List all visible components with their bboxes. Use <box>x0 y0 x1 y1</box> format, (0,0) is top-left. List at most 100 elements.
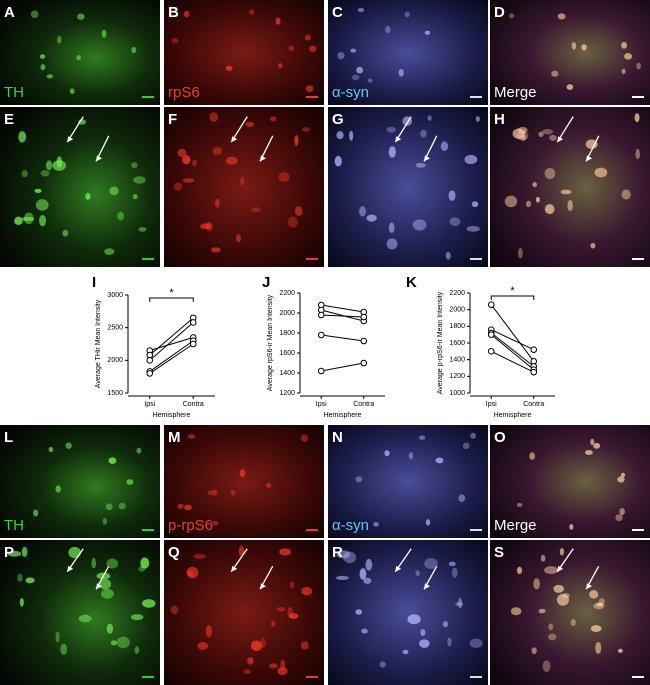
cell <box>131 162 138 169</box>
cell <box>106 558 119 569</box>
arrow-head <box>557 136 564 143</box>
y-tick-label: 1400 <box>449 357 465 364</box>
cell <box>230 489 236 496</box>
cell <box>205 625 212 638</box>
cell <box>78 614 92 623</box>
arrow-head <box>395 136 402 143</box>
x-axis-label: Hemisphere <box>153 412 191 419</box>
cell <box>540 554 546 562</box>
cell <box>559 548 565 556</box>
series-line <box>321 334 364 342</box>
panel-letter: D <box>494 4 505 21</box>
cell <box>21 546 28 558</box>
cell <box>424 558 438 570</box>
cell <box>104 248 115 255</box>
x-tick-label: Ipsi <box>316 401 327 408</box>
cell <box>200 223 211 230</box>
cell <box>451 567 458 578</box>
cell <box>277 667 288 675</box>
cell <box>39 214 47 227</box>
cell <box>516 566 523 575</box>
cell <box>466 225 480 232</box>
series-line <box>490 332 535 367</box>
cell <box>85 192 91 200</box>
data-point <box>317 311 325 319</box>
cell <box>531 647 537 655</box>
cell <box>585 139 598 150</box>
cell <box>251 207 261 212</box>
panel-letter: L <box>4 429 13 446</box>
cell <box>560 189 572 195</box>
series-line <box>321 314 364 318</box>
cell <box>509 13 514 19</box>
cell <box>118 502 126 510</box>
y-axis-label: Average THir Mean Intensity <box>95 299 102 388</box>
cell <box>69 88 75 95</box>
cell <box>458 494 466 503</box>
micrograph <box>328 107 488 267</box>
cell <box>23 212 34 225</box>
cell <box>76 55 81 61</box>
micrograph <box>328 425 488 538</box>
cell <box>636 62 641 70</box>
cell <box>343 551 357 564</box>
series-line <box>490 334 535 371</box>
data-point <box>360 313 368 321</box>
cell <box>517 247 523 259</box>
cell <box>544 204 555 215</box>
cell <box>590 242 596 249</box>
cell <box>60 643 68 655</box>
cell <box>585 450 593 455</box>
panel-letter: N <box>332 429 343 446</box>
cell <box>535 196 540 203</box>
cell <box>542 660 551 672</box>
cell <box>548 623 554 631</box>
cell <box>46 74 54 79</box>
data-point <box>487 301 495 308</box>
cell <box>420 629 426 636</box>
cell <box>419 639 430 648</box>
panel-letter: P <box>4 544 14 561</box>
cell <box>544 168 556 180</box>
cell <box>248 9 255 15</box>
cell <box>549 134 557 141</box>
cell <box>386 126 396 133</box>
cell <box>308 45 317 52</box>
channel-label: α-syn <box>332 517 369 534</box>
cell <box>209 112 218 122</box>
cell <box>177 148 187 158</box>
cell <box>14 216 23 226</box>
micrograph <box>164 0 324 105</box>
cell <box>17 573 23 582</box>
cell <box>581 44 587 51</box>
cell <box>525 200 532 208</box>
cell <box>373 521 379 527</box>
data-point <box>189 340 197 348</box>
cell <box>211 521 219 526</box>
cell <box>110 640 118 646</box>
micrograph <box>0 425 160 538</box>
cell <box>561 593 570 599</box>
cell <box>305 85 314 93</box>
cell <box>589 590 599 599</box>
cell <box>235 234 241 243</box>
cell <box>516 131 529 141</box>
cell <box>425 519 431 526</box>
cell <box>170 605 179 615</box>
arrow-head <box>586 583 592 590</box>
cell <box>171 37 179 44</box>
cell <box>40 169 50 177</box>
series-line <box>321 304 364 313</box>
cell <box>464 154 478 165</box>
cell <box>300 641 309 650</box>
cell <box>133 176 146 184</box>
cell <box>183 10 190 18</box>
panel-letter: Q <box>168 544 180 561</box>
cell <box>19 597 24 607</box>
cell <box>551 70 559 77</box>
arrow-head <box>231 565 238 572</box>
cell <box>469 638 483 649</box>
cell <box>77 13 85 20</box>
panel-letter: R <box>332 544 343 561</box>
cell <box>212 146 222 156</box>
